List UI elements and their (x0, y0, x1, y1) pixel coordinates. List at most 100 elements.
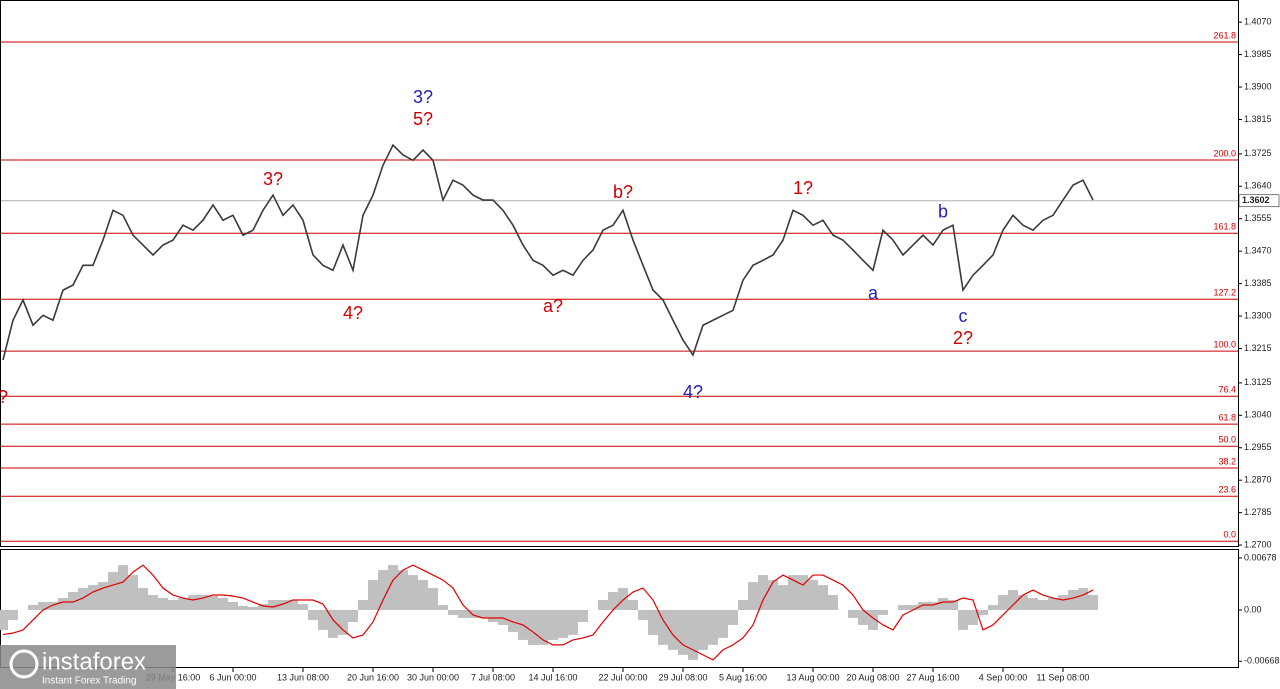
macd-bar (558, 609, 568, 638)
macd-bar (228, 602, 238, 610)
macd-bar (678, 609, 688, 655)
y-tick-label: 1.3385 (1244, 278, 1272, 288)
macd-bar (798, 575, 808, 610)
price-line (2, 143, 1094, 361)
macd-bar (718, 609, 728, 638)
wave-label: b? (613, 182, 633, 202)
macd-bar (1038, 600, 1048, 610)
macd-bar (28, 605, 38, 610)
x-tick-label: 13 Jun 08:00 (277, 672, 329, 682)
macd-bar (0, 609, 8, 630)
macd-bar (598, 600, 608, 610)
macd-bar (658, 609, 668, 645)
macd-bar (238, 606, 248, 610)
y-tick-label: 1.3815 (1244, 114, 1272, 124)
x-tick-label: 13 Aug 00:00 (786, 672, 839, 682)
current-price-label: 1.3602 (1242, 195, 1270, 205)
macd-bar (468, 609, 478, 618)
x-tick-label: 30 Jun 00:00 (407, 672, 459, 682)
macd-bar (348, 609, 358, 622)
macd-bar (748, 582, 758, 610)
x-tick-label: 27 Aug 16:00 (906, 672, 959, 682)
macd-bar (1028, 598, 1038, 610)
macd-bar (818, 585, 828, 610)
macd-bar (918, 602, 928, 610)
wave-label: b (938, 202, 948, 222)
macd-bar (118, 565, 128, 610)
wave-label: 3? (413, 87, 433, 107)
macd-bar (78, 588, 88, 610)
macd-bar (478, 609, 488, 618)
macd-bar (768, 580, 778, 610)
y-tick-label: 1.3640 (1244, 181, 1272, 191)
macd-bar (878, 609, 888, 615)
macd-bar (188, 595, 198, 610)
macd-bar (448, 609, 458, 615)
wave-label: 1? (793, 178, 813, 198)
x-tick-label: 14 Jul 16:00 (528, 672, 577, 682)
x-tick-label: 20 Aug 08:00 (846, 672, 899, 682)
macd-bar (708, 609, 718, 645)
macd-bar (548, 609, 558, 640)
macd-bar (428, 588, 438, 610)
wave-label: 4? (683, 382, 703, 402)
y-tick-label: 1.3985 (1244, 49, 1272, 59)
macd-bar (1058, 595, 1068, 610)
x-tick-label: 11 Sep 08:00 (1037, 672, 1090, 682)
macd-bar (508, 609, 518, 632)
macd-bar (308, 609, 318, 620)
macd-bar (968, 609, 978, 625)
macd-bar (1078, 588, 1088, 610)
macd-bar (398, 570, 408, 610)
macd-bar (1018, 595, 1028, 610)
macd-bar (158, 598, 168, 610)
macd-bar (638, 609, 648, 620)
macd-bar (738, 600, 748, 610)
macd-bar (98, 582, 108, 610)
macd-panel-frame (0, 549, 1239, 668)
fib-level-label: 23.6 (1218, 485, 1236, 495)
macd-bar (908, 605, 918, 610)
macd-bar (328, 609, 338, 638)
macd-bar (218, 598, 228, 610)
x-tick-label: 5 Aug 16:00 (719, 672, 767, 682)
macd-bar (178, 598, 188, 610)
wave-label: 2? (953, 328, 973, 348)
logo: instaforex Instant Forex Trading (0, 645, 176, 689)
macd-bar (128, 575, 138, 610)
fib-level-label: 61.8 (1218, 412, 1236, 422)
macd-bar (828, 595, 838, 610)
macd-bar (948, 600, 958, 610)
x-tick-label: 7 Jul 08:00 (471, 672, 515, 682)
macd-bar (168, 600, 178, 610)
macd-bar (138, 588, 148, 610)
macd-bar (578, 609, 588, 622)
macd-bar (648, 609, 658, 635)
macd-bar (248, 607, 258, 610)
macd-bar (68, 592, 78, 610)
y-tick-label: 1.2785 (1244, 507, 1272, 517)
y-tick-label: 1.3300 (1244, 310, 1272, 320)
y-tick-label: 1.4070 (1244, 17, 1272, 27)
logo-name: instaforex (42, 648, 146, 675)
macd-bar (1088, 595, 1098, 610)
y-tick-label: 1.2955 (1244, 442, 1272, 452)
macd-bar (628, 600, 638, 610)
x-tick-label: 4 Sep 00:00 (979, 672, 1028, 682)
macd-bar (778, 585, 788, 610)
wave-label: 4? (343, 303, 363, 323)
layer: 1.4070 1.3985 1.3900 1.3815 1.3725 1.3640 1.35… (0, 17, 1280, 682)
macd-bar (618, 588, 628, 610)
macd-bar (298, 604, 308, 610)
macd-bar (148, 595, 158, 610)
macd-bar (288, 600, 298, 610)
macd-bar (488, 609, 498, 622)
wave-label: a (868, 283, 879, 303)
macd-bar (418, 580, 428, 610)
macd-bar (728, 609, 738, 625)
y-tick-label: 0.00 (1244, 604, 1262, 614)
macd-bar (358, 600, 368, 610)
macd-bar (368, 580, 378, 610)
macd-bar (8, 609, 18, 620)
